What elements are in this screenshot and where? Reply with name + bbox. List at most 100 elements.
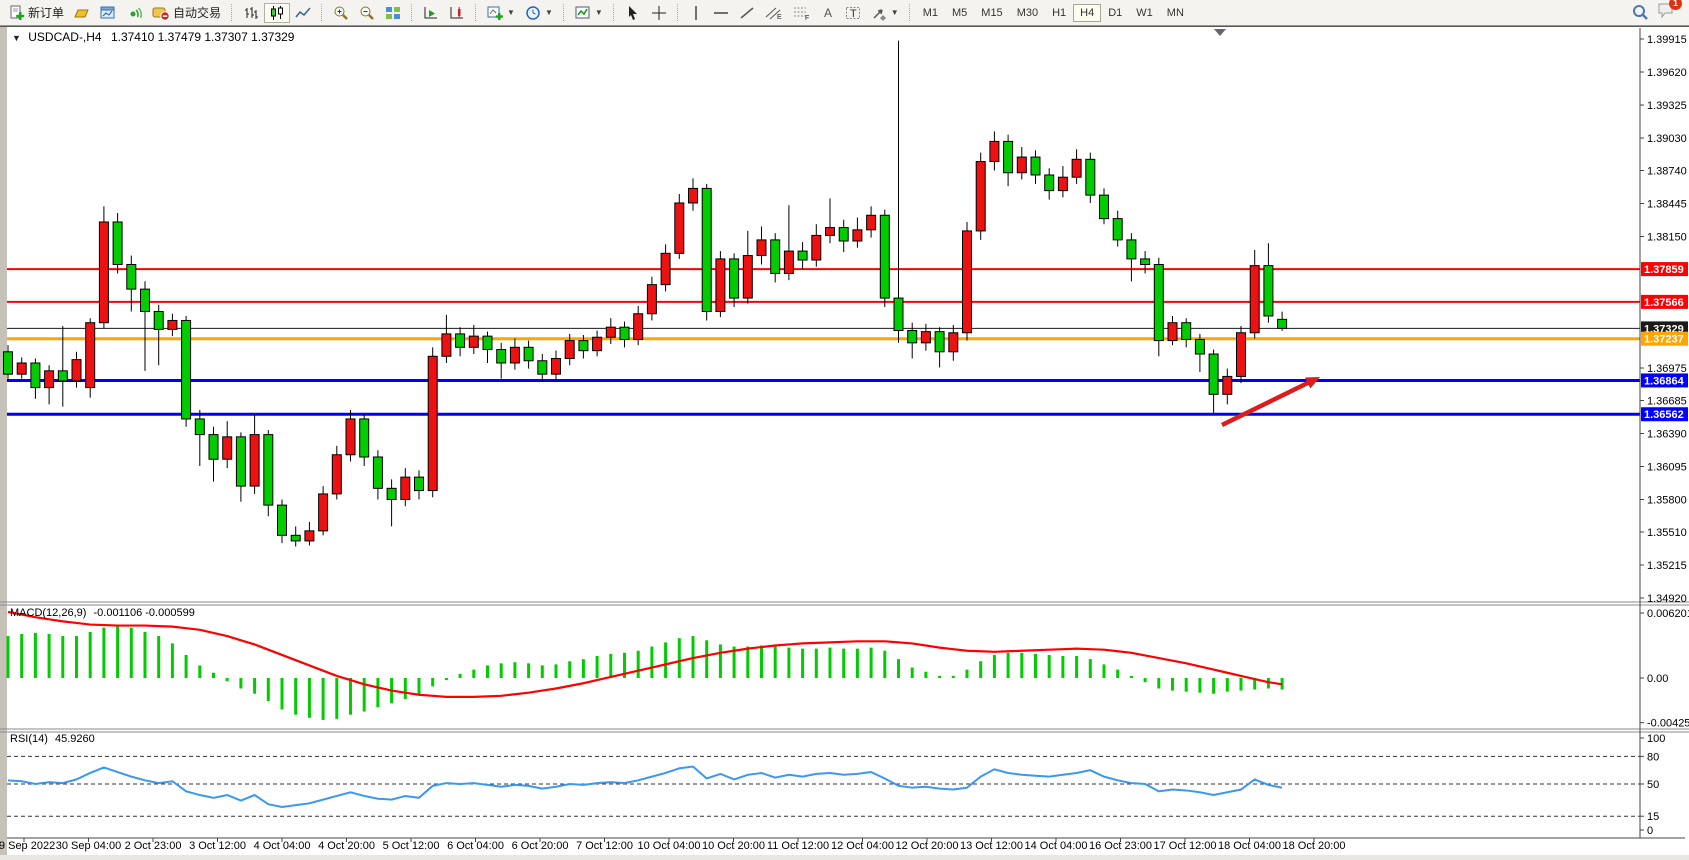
arrow-objects-button[interactable]: ▼ xyxy=(866,3,904,23)
candle-body xyxy=(263,434,274,506)
candle-body xyxy=(3,351,13,375)
candle-body xyxy=(537,360,548,375)
tab-m15[interactable]: M15 xyxy=(981,6,1003,19)
text-button[interactable]: A xyxy=(816,3,840,23)
bar-chart-button[interactable] xyxy=(238,3,264,23)
zoom-in-icon xyxy=(334,6,348,20)
candle-body xyxy=(400,476,411,501)
chart-shift-button[interactable] xyxy=(418,3,444,23)
text-label-button[interactable]: T xyxy=(840,3,866,23)
time-tick-label: 14 Oct 04:00 xyxy=(1025,840,1088,852)
candle-body xyxy=(167,319,178,330)
toolbar-separator xyxy=(562,4,565,21)
price-tick-label: 1.36975 xyxy=(1647,363,1687,375)
candle-body xyxy=(907,330,918,344)
zoom-out-button[interactable] xyxy=(354,3,380,23)
time-tick-label: 4 Oct 20:00 xyxy=(318,840,375,852)
candle-body xyxy=(427,355,438,492)
price-tick-label: 1.39030 xyxy=(1647,133,1687,145)
channel-button[interactable]: E xyxy=(760,3,788,23)
chart-background xyxy=(0,26,1689,860)
candle-body xyxy=(729,258,740,299)
new-order-button[interactable]: 新订单 xyxy=(4,3,69,23)
tab-h1[interactable]: H1 xyxy=(1052,6,1067,19)
candle-body xyxy=(181,319,192,420)
search-icon[interactable] xyxy=(1632,4,1649,21)
time-tick-label: 29 Sep 2022 xyxy=(0,840,55,852)
time-tick-label: 17 Oct 12:00 xyxy=(1154,840,1217,852)
candle-body xyxy=(688,187,698,204)
new-chart-button[interactable]: ▼ xyxy=(482,3,520,23)
tab-h4[interactable]: H4 xyxy=(1073,3,1102,22)
macd-tick-label: 0.00 xyxy=(1647,673,1668,685)
candle-body xyxy=(674,202,685,254)
horizontal-line-button[interactable] xyxy=(708,3,734,23)
chevron-down-icon: ▼ xyxy=(507,8,515,17)
candle-body xyxy=(948,332,959,353)
candle-body xyxy=(564,340,575,360)
candlestick-icon xyxy=(271,5,284,20)
candlestick-button[interactable] xyxy=(264,2,291,23)
support-tag xyxy=(1641,373,1688,388)
time-tick-label: 4 Oct 04:00 xyxy=(254,840,311,852)
chart-canvas[interactable]: 1.39915 1.39620 1.39325 1.39030 1.38740 1.384… xyxy=(0,26,1689,860)
time-tick-label: 12 Oct 20:00 xyxy=(896,840,959,852)
tile-windows-button[interactable] xyxy=(380,3,406,23)
candle-body xyxy=(1126,239,1137,260)
candle-body xyxy=(71,359,82,382)
cursor-button[interactable] xyxy=(620,3,646,23)
vertical-line-button[interactable] xyxy=(684,3,708,23)
tab-d1[interactable]: D1 xyxy=(1108,6,1123,19)
auto-scroll-button[interactable] xyxy=(444,3,470,23)
chevron-down-icon: ▼ xyxy=(544,8,553,17)
tab-m1[interactable]: M1 xyxy=(922,6,938,19)
price-tick-label: 1.38150 xyxy=(1647,232,1687,244)
tab-m5[interactable]: M5 xyxy=(952,6,968,19)
candle-body xyxy=(1181,322,1192,340)
auto-trading-button[interactable]: 自动交易 xyxy=(147,3,226,23)
crosshair-button[interactable] xyxy=(646,3,672,23)
chat-button[interactable]: 1 xyxy=(1657,0,1682,23)
price-tick-label: 1.35800 xyxy=(1647,495,1687,507)
candle-body xyxy=(140,288,150,313)
trend-arrow[interactable] xyxy=(1221,378,1314,428)
candle-body xyxy=(701,187,712,313)
line-chart-button[interactable] xyxy=(290,3,316,23)
time-tick-label: 2 Oct 23:00 xyxy=(125,840,182,852)
tab-w1[interactable]: W1 xyxy=(1136,6,1153,19)
candle-body xyxy=(1277,318,1288,329)
candle-body xyxy=(1071,158,1082,178)
signal-button[interactable] xyxy=(121,3,147,23)
toolbar-separator xyxy=(475,4,477,21)
candle-body xyxy=(797,250,808,261)
price-tick-label: 1.36095 xyxy=(1647,462,1687,474)
time-tick-label: 10 Oct 20:00 xyxy=(702,840,765,852)
candle-body xyxy=(893,297,904,332)
tab-m30[interactable]: M30 xyxy=(1016,6,1039,19)
auto-trading-icon xyxy=(152,7,170,21)
fibonacci-button[interactable]: F xyxy=(788,3,816,23)
bottom-strip xyxy=(0,855,1689,860)
candle-body xyxy=(249,434,260,487)
indicators-button[interactable]: ▼ xyxy=(570,3,608,23)
zoom-in-button[interactable] xyxy=(328,3,354,23)
zoom-out-icon xyxy=(360,6,374,20)
period-clock-button[interactable]: ▼ xyxy=(520,3,558,23)
candle-body xyxy=(98,221,109,324)
resistance-tag xyxy=(1641,262,1688,277)
trend-arrow-head[interactable] xyxy=(1305,377,1320,389)
candle-body xyxy=(1194,338,1205,355)
tab-mn[interactable]: MN xyxy=(1166,6,1184,19)
rsi-tick-label: 50 xyxy=(1647,779,1659,791)
gold-button[interactable] xyxy=(69,3,95,23)
chart-window-button[interactable] xyxy=(95,3,121,23)
shift-marker-icon[interactable] xyxy=(1214,29,1226,36)
trendline-button[interactable] xyxy=(734,3,760,23)
candle-body xyxy=(222,436,233,460)
rsi-tick-label: 80 xyxy=(1647,751,1659,763)
time-tick-label: 6 Oct 20:00 xyxy=(512,840,569,852)
toolbar-separator xyxy=(231,4,233,21)
bar-chart-icon xyxy=(245,6,259,19)
chart-window[interactable]: 1.39915 1.39620 1.39325 1.39030 1.38740 1.384… xyxy=(0,26,1689,860)
candle-body xyxy=(304,530,315,542)
